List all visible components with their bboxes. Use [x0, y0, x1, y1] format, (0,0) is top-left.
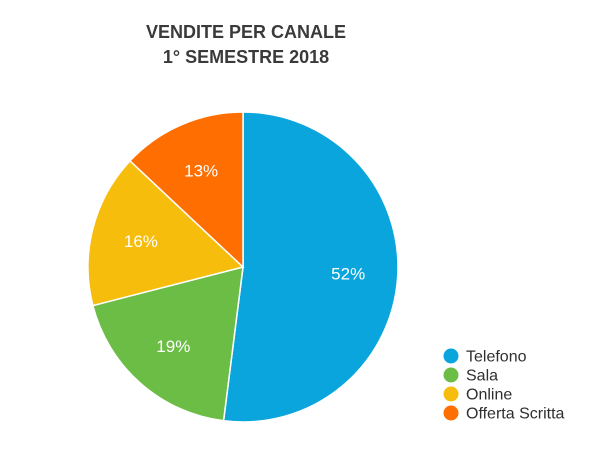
legend-item-telefono: Telefono [443, 348, 527, 366]
legend-item-offerta-scritta: Offerta Scritta [443, 405, 565, 423]
pie-slice-telefono [222, 111, 399, 423]
slice-label-sala: 19% [156, 337, 190, 356]
legend-label-telefono: Telefono [466, 349, 527, 366]
legend-label-online: Online [466, 387, 512, 404]
pie-slice-offerta-scritta [128, 111, 244, 269]
legend-label-offerta-scritta: Offerta Scritta [466, 406, 565, 423]
legend: Telefono Sala Online Offerta Scritta [443, 348, 565, 423]
legend-marker-sala [443, 367, 459, 383]
legend-item-online: Online [443, 386, 512, 404]
chart-subtitle: 1° SEMESTRE 2018 [163, 47, 329, 67]
legend-marker-telefono [443, 348, 459, 364]
pie-slice-online [87, 159, 245, 307]
pie-slices [87, 111, 399, 423]
legend-label-sala: Sala [466, 368, 498, 385]
pie-slice-labels: 52% 19% 16% 13% [124, 161, 365, 356]
slice-label-telefono: 52% [331, 265, 365, 284]
legend-item-sala: Sala [443, 367, 498, 385]
chart-title: VENDITE PER CANALE [146, 22, 346, 42]
legend-marker-offerta-scritta [443, 405, 459, 421]
pie-slice-sala [91, 265, 244, 422]
legend-marker-online [443, 386, 459, 402]
slice-label-online: 16% [124, 232, 158, 251]
slice-label-offerta-scritta: 13% [184, 161, 218, 180]
